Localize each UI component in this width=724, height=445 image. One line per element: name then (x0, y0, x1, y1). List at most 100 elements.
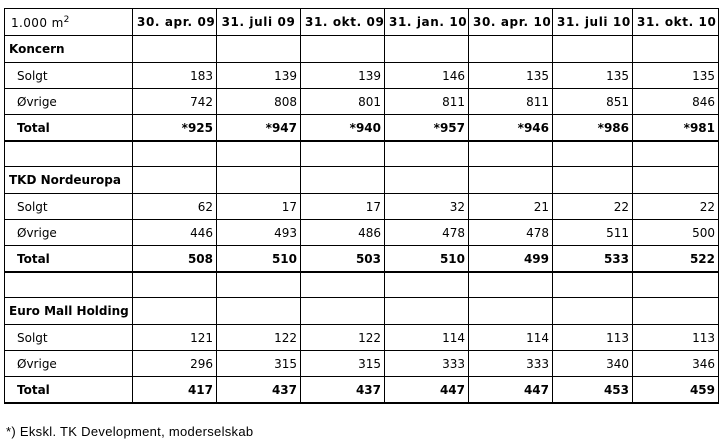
value-cell: *957 (384, 114, 469, 142)
value-cell: 459 (632, 376, 719, 404)
empty-cell (384, 35, 469, 63)
value-cell: 122 (216, 324, 301, 351)
empty-cell (216, 35, 301, 63)
value-cell: 510 (384, 245, 469, 273)
empty-cell (468, 140, 553, 167)
value-cell: 21 (468, 193, 553, 220)
value-cell: 486 (300, 219, 385, 246)
empty-cell (552, 35, 633, 63)
empty-cell (632, 271, 719, 298)
value-cell: 139 (300, 62, 385, 89)
table-row: Solgt 62 17 17 32 21 22 22 (4, 193, 719, 220)
table-row: Øvrige 742 808 801 811 811 851 846 (4, 88, 719, 115)
table-row: Solgt 121 122 122 114 114 113 113 (4, 324, 719, 351)
header-row: 1.000 m2 30. apr. 09 31. juli 09 31. okt… (4, 8, 719, 36)
value-cell: 114 (384, 324, 469, 351)
value-cell: 801 (300, 88, 385, 115)
value-cell: 446 (132, 219, 217, 246)
value-cell: 183 (132, 62, 217, 89)
value-cell: 447 (468, 376, 553, 404)
empty-cell (632, 140, 719, 167)
value-cell: 333 (468, 350, 553, 377)
value-cell: 493 (216, 219, 301, 246)
value-cell: 22 (632, 193, 719, 220)
row-label: Øvrige (4, 219, 133, 246)
section-title: TKD Nordeuropa (4, 166, 133, 194)
value-cell: *981 (632, 114, 719, 142)
empty-cell (300, 35, 385, 63)
empty-cell (552, 140, 633, 167)
column-header: 31. okt. 10 (632, 8, 719, 36)
column-header: 31. okt. 09 (300, 8, 385, 36)
value-cell: 522 (632, 245, 719, 273)
value-cell: 32 (384, 193, 469, 220)
value-cell: 315 (300, 350, 385, 377)
row-label: Total (4, 376, 133, 404)
column-header: 30. apr. 10 (468, 8, 553, 36)
row-label: Total (4, 245, 133, 273)
empty-cell (384, 271, 469, 298)
empty-cell (132, 35, 217, 63)
row-label: Total (4, 114, 133, 142)
value-cell: 22 (552, 193, 633, 220)
value-cell: 503 (300, 245, 385, 273)
empty-cell (132, 140, 217, 167)
value-cell: 808 (216, 88, 301, 115)
empty-cell (216, 140, 301, 167)
empty-cell (4, 140, 133, 167)
row-label: Solgt (4, 324, 133, 351)
value-cell: 114 (468, 324, 553, 351)
value-cell: 742 (132, 88, 217, 115)
empty-cell (552, 166, 633, 194)
empty-cell (552, 297, 633, 325)
total-row: Total 508 510 503 510 499 533 522 (4, 245, 719, 273)
spacer-row (4, 140, 719, 167)
column-header: 31. juli 10 (552, 8, 633, 36)
empty-cell (552, 271, 633, 298)
value-cell: 511 (552, 219, 633, 246)
empty-cell (632, 297, 719, 325)
value-cell: 113 (632, 324, 719, 351)
empty-cell (132, 166, 217, 194)
section-title: Koncern (4, 35, 133, 63)
row-label: Solgt (4, 193, 133, 220)
table-row: Øvrige 296 315 315 333 333 340 346 (4, 350, 719, 377)
value-cell: 135 (552, 62, 633, 89)
value-cell: 346 (632, 350, 719, 377)
value-cell: *986 (552, 114, 633, 142)
section-title-row: Koncern (4, 35, 719, 63)
value-cell: 296 (132, 350, 217, 377)
empty-cell (468, 297, 553, 325)
value-cell: *947 (216, 114, 301, 142)
section-title-row: TKD Nordeuropa (4, 166, 719, 194)
value-cell: 533 (552, 245, 633, 273)
value-cell: 500 (632, 219, 719, 246)
value-cell: 135 (468, 62, 553, 89)
value-cell: 437 (300, 376, 385, 404)
value-cell: 17 (216, 193, 301, 220)
value-cell: 478 (384, 219, 469, 246)
empty-cell (468, 271, 553, 298)
table-row: Øvrige 446 493 486 478 478 511 500 (4, 219, 719, 246)
row-label: Øvrige (4, 88, 133, 115)
empty-cell (632, 166, 719, 194)
footnote: *) Ekskl. TK Development, moderselskab (6, 424, 254, 439)
spacer-row (4, 271, 719, 298)
empty-cell (216, 166, 301, 194)
empty-cell (216, 271, 301, 298)
unit-header: 1.000 m2 (4, 8, 133, 36)
value-cell: *940 (300, 114, 385, 142)
value-cell: 315 (216, 350, 301, 377)
value-cell: 17 (300, 193, 385, 220)
value-cell: 510 (216, 245, 301, 273)
empty-cell (300, 166, 385, 194)
value-cell: 499 (468, 245, 553, 273)
column-header: 31. juli 09 (216, 8, 301, 36)
empty-cell (384, 297, 469, 325)
value-cell: 62 (132, 193, 217, 220)
value-cell: 135 (632, 62, 719, 89)
value-cell: 846 (632, 88, 719, 115)
empty-cell (468, 35, 553, 63)
empty-cell (384, 166, 469, 194)
value-cell: 333 (384, 350, 469, 377)
